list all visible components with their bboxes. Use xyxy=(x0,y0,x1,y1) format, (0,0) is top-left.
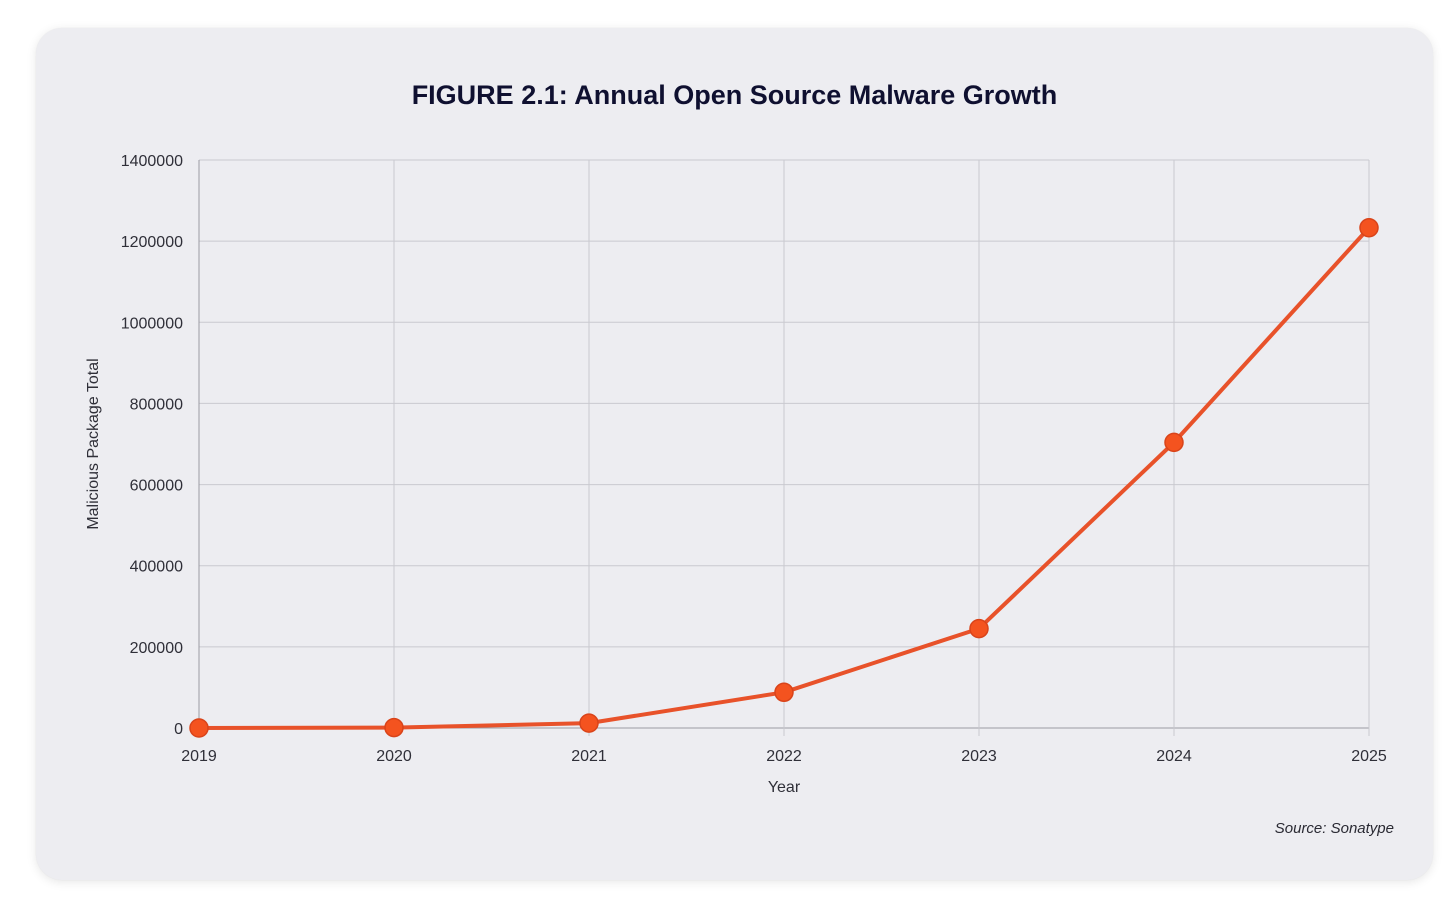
y-axis-ticks: 0 200000 400000 600000 800000 1000000 1200000 1… xyxy=(121,153,183,738)
data-point[interactable] xyxy=(189,718,209,738)
grid-lines xyxy=(198,159,1370,736)
data-point[interactable] xyxy=(384,717,404,738)
chart-title: FIGURE 2.1: Annual Open Source Malware G… xyxy=(411,80,1058,110)
y-tick-label: 800000 xyxy=(130,396,183,413)
y-tick-label: 1400000 xyxy=(121,153,183,170)
x-axis-ticks: 2019 2020 2021 2022 2023 2024 2025 xyxy=(181,748,1387,765)
data-point[interactable] xyxy=(1164,432,1184,453)
x-axis-label: Year xyxy=(768,779,801,796)
x-tick-label: 2021 xyxy=(571,748,607,765)
source-note: Source: Sonatype xyxy=(1274,820,1394,837)
data-point[interactable] xyxy=(969,618,989,639)
y-tick-label: 600000 xyxy=(130,478,183,495)
x-tick-label: 2022 xyxy=(766,748,802,765)
y-tick-label: 400000 xyxy=(130,559,183,576)
x-tick-label: 2024 xyxy=(1156,748,1192,765)
x-tick-label: 2019 xyxy=(181,748,217,765)
x-tick-label: 2025 xyxy=(1351,748,1387,765)
data-point[interactable] xyxy=(579,713,599,733)
y-tick-label: 200000 xyxy=(130,640,183,657)
y-axis-label: Malicious Package Total xyxy=(85,358,102,529)
x-tick-label: 2020 xyxy=(376,748,412,765)
data-point[interactable] xyxy=(774,682,794,703)
data-series xyxy=(189,218,1379,738)
data-point[interactable] xyxy=(1359,218,1379,238)
x-tick-label: 2023 xyxy=(961,748,997,765)
y-tick-label: 1200000 xyxy=(121,234,183,251)
chart-card xyxy=(36,28,1433,880)
y-tick-label: 1000000 xyxy=(121,315,183,332)
y-tick-label: 0 xyxy=(174,721,183,738)
